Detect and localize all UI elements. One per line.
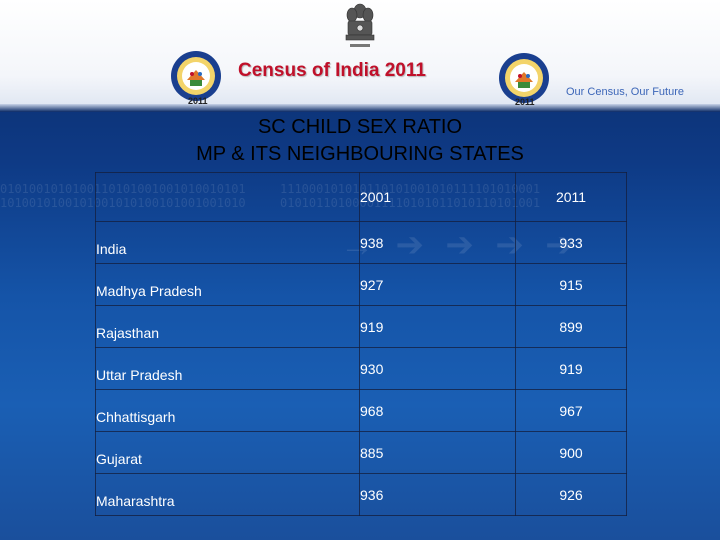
logo-year-right: 2011	[515, 97, 535, 107]
table-row: Chhattisgarh 968 967	[95, 389, 627, 432]
value-2011-cell: 967	[515, 389, 627, 432]
table-row: India 938 933	[95, 221, 627, 264]
value-2001-cell: 885	[359, 431, 516, 474]
table-row: Gujarat 885 900	[95, 431, 627, 474]
header-divider	[0, 104, 720, 112]
value-2001-cell: 930	[359, 347, 516, 390]
table-row: Uttar Pradesh 930 919	[95, 347, 627, 390]
state-cell: Rajasthan	[95, 305, 360, 348]
logo-year-left: 2011	[188, 96, 208, 106]
table-header-row: 2001 2011	[95, 172, 627, 222]
state-cell: Maharashtra	[95, 473, 360, 516]
value-2001-cell: 968	[359, 389, 516, 432]
value-2011-cell: 933	[515, 221, 627, 264]
header-cell-2001: 2001	[359, 172, 516, 222]
value-2011-cell: 926	[515, 473, 627, 516]
state-cell: Gujarat	[95, 431, 360, 474]
national-emblem-icon	[345, 3, 375, 47]
slide-title: SC CHILD SEX RATIO MP & ITS NEIGHBOURING…	[0, 114, 720, 168]
value-2001-cell: 938	[359, 221, 516, 264]
sex-ratio-table: 2001 2011 India 938 933 Madhya Pradesh 9…	[95, 172, 627, 516]
value-2001-cell: 927	[359, 263, 516, 306]
table-row: Madhya Pradesh 927 915	[95, 263, 627, 306]
value-2011-cell: 915	[515, 263, 627, 306]
table-row: Maharashtra 936 926	[95, 473, 627, 516]
tagline: Our Census, Our Future	[566, 86, 684, 98]
value-2011-cell: 900	[515, 431, 627, 474]
header-cell-2011: 2011	[515, 172, 627, 222]
value-2001-cell: 936	[359, 473, 516, 516]
slide-title-line2: MP & ITS NEIGHBOURING STATES	[196, 143, 524, 165]
value-2011-cell: 919	[515, 347, 627, 390]
census-title: Census of India 2011	[238, 60, 426, 81]
census-logo-icon	[171, 51, 221, 101]
table-row: Rajasthan 919 899	[95, 305, 627, 348]
value-2011-cell: 899	[515, 305, 627, 348]
state-cell: Madhya Pradesh	[95, 263, 360, 306]
value-2001-cell: 919	[359, 305, 516, 348]
slide-title-line1: SC CHILD SEX RATIO	[257, 116, 463, 138]
census-logo-icon	[499, 53, 549, 103]
state-cell: India	[95, 221, 360, 264]
state-cell: Chhattisgarh	[95, 389, 360, 432]
state-cell: Uttar Pradesh	[95, 347, 360, 390]
header-cell-state	[95, 172, 360, 222]
